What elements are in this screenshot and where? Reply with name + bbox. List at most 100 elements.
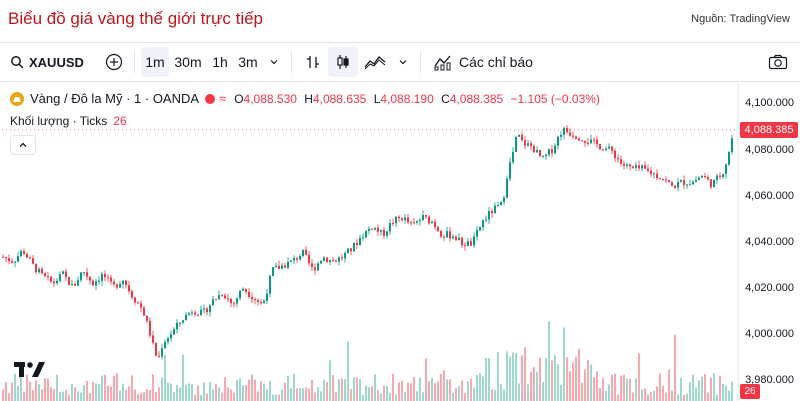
candle-body <box>254 299 256 301</box>
area-chart-type-button[interactable] <box>358 47 392 77</box>
candle-body <box>8 258 10 262</box>
candle-body <box>704 176 706 178</box>
volume-label: Khối lượng · Ticks <box>10 114 108 128</box>
volume-bar <box>650 392 652 401</box>
candle-body <box>269 275 271 294</box>
volume-bar <box>20 373 22 401</box>
volume-bar <box>158 387 160 401</box>
volume-bar <box>641 389 643 401</box>
volume-bar <box>680 378 682 401</box>
candle-body <box>287 261 289 268</box>
volume-bar <box>137 393 139 401</box>
timeframe-30m[interactable]: 30m <box>174 54 202 70</box>
volume-bar <box>590 364 592 401</box>
volume-bar <box>569 371 571 401</box>
volume-bar <box>533 367 535 401</box>
volume-bar <box>614 373 616 401</box>
candle-body <box>2 256 4 258</box>
candle-body <box>614 150 616 159</box>
volume-bar <box>230 389 232 401</box>
candle-body <box>44 273 46 277</box>
candle-body <box>368 228 370 231</box>
volume-bar <box>2 389 4 401</box>
volume-bar <box>227 387 229 401</box>
timeframe-1h[interactable]: 1h <box>212 54 228 70</box>
candle-body <box>554 145 556 154</box>
area-chart-icon <box>364 56 386 70</box>
volume-bar <box>671 390 673 401</box>
volume-bar <box>572 362 574 401</box>
timeframe-3m[interactable]: 3m <box>238 54 258 70</box>
collapse-legend-button[interactable] <box>10 135 36 155</box>
symbol-search-button[interactable]: XAUUSD <box>0 47 100 77</box>
candle-body <box>182 320 184 323</box>
volume-bar <box>296 388 298 401</box>
price-chart[interactable] <box>0 83 800 401</box>
volume-bar <box>452 392 454 401</box>
candle-body <box>350 248 352 252</box>
chart-type-dropdown-button[interactable] <box>392 47 414 77</box>
volume-bar <box>518 383 520 401</box>
candle-body <box>443 236 445 238</box>
candle-body <box>245 288 247 292</box>
candle-body <box>491 211 493 214</box>
candle-body <box>170 334 172 339</box>
volume-bar <box>359 378 361 401</box>
candle-body <box>101 273 103 281</box>
candle-body <box>86 272 88 277</box>
volume-bar <box>53 388 55 401</box>
volume-bar <box>95 383 97 401</box>
volume-bar <box>638 353 640 401</box>
volume-bar <box>725 385 727 401</box>
volume-bar <box>92 381 94 401</box>
volume-bar <box>536 371 538 401</box>
candle-body <box>257 300 259 302</box>
candle-body <box>581 140 583 142</box>
candle-body <box>560 134 562 137</box>
timeframe-dropdown-button[interactable] <box>263 47 285 77</box>
candle-body <box>635 165 637 168</box>
volume-bar <box>299 388 301 401</box>
screenshot-button[interactable] <box>764 47 792 77</box>
candle-body <box>323 257 325 261</box>
candle-body <box>173 329 175 335</box>
volume-bar <box>473 387 475 401</box>
candle-body <box>14 261 16 263</box>
candle-body <box>425 215 427 217</box>
bar-chart-type-button[interactable] <box>298 47 328 77</box>
compare-symbol-button[interactable] <box>100 47 128 77</box>
volume-bar <box>254 379 256 401</box>
volume-bar <box>728 390 730 401</box>
status-dot-icon <box>205 93 216 104</box>
volume-bar <box>353 377 355 401</box>
candle-body <box>218 295 220 300</box>
candle-body <box>389 222 391 232</box>
candle-body <box>458 237 460 241</box>
candle-body <box>167 338 169 342</box>
indicators-button[interactable]: Các chỉ báo <box>427 47 539 77</box>
candle-body <box>308 254 310 264</box>
timeframe-1m[interactable]: 1m <box>141 47 169 77</box>
volume-bar <box>455 387 457 401</box>
candle-body <box>278 265 280 269</box>
volume-bar <box>398 382 400 401</box>
volume-bar <box>461 380 463 401</box>
volume-bar <box>185 384 187 401</box>
search-icon <box>11 56 24 69</box>
indicators-icon <box>434 55 451 71</box>
candle-body <box>416 221 418 223</box>
candle-body <box>143 307 145 316</box>
volume-bar <box>182 354 184 401</box>
candle-body <box>671 182 673 186</box>
candle-body <box>197 314 199 316</box>
candle-body <box>347 248 349 254</box>
candle-chart-type-button[interactable] <box>328 47 358 77</box>
candle-body <box>452 236 454 239</box>
volume-bar <box>509 356 511 401</box>
chart-area[interactable]: Vàng / Đô la Mỹ · 1 · OANDA ≈ O4,088.530… <box>0 83 800 401</box>
last-volume-label: 26 <box>740 384 760 399</box>
candle-body <box>650 170 652 175</box>
price-axis[interactable]: 4,100.000 4,080.000 4,060.000 4,040.000 … <box>738 83 800 401</box>
tradingview-logo[interactable] <box>14 359 46 381</box>
candle-body <box>140 303 142 308</box>
